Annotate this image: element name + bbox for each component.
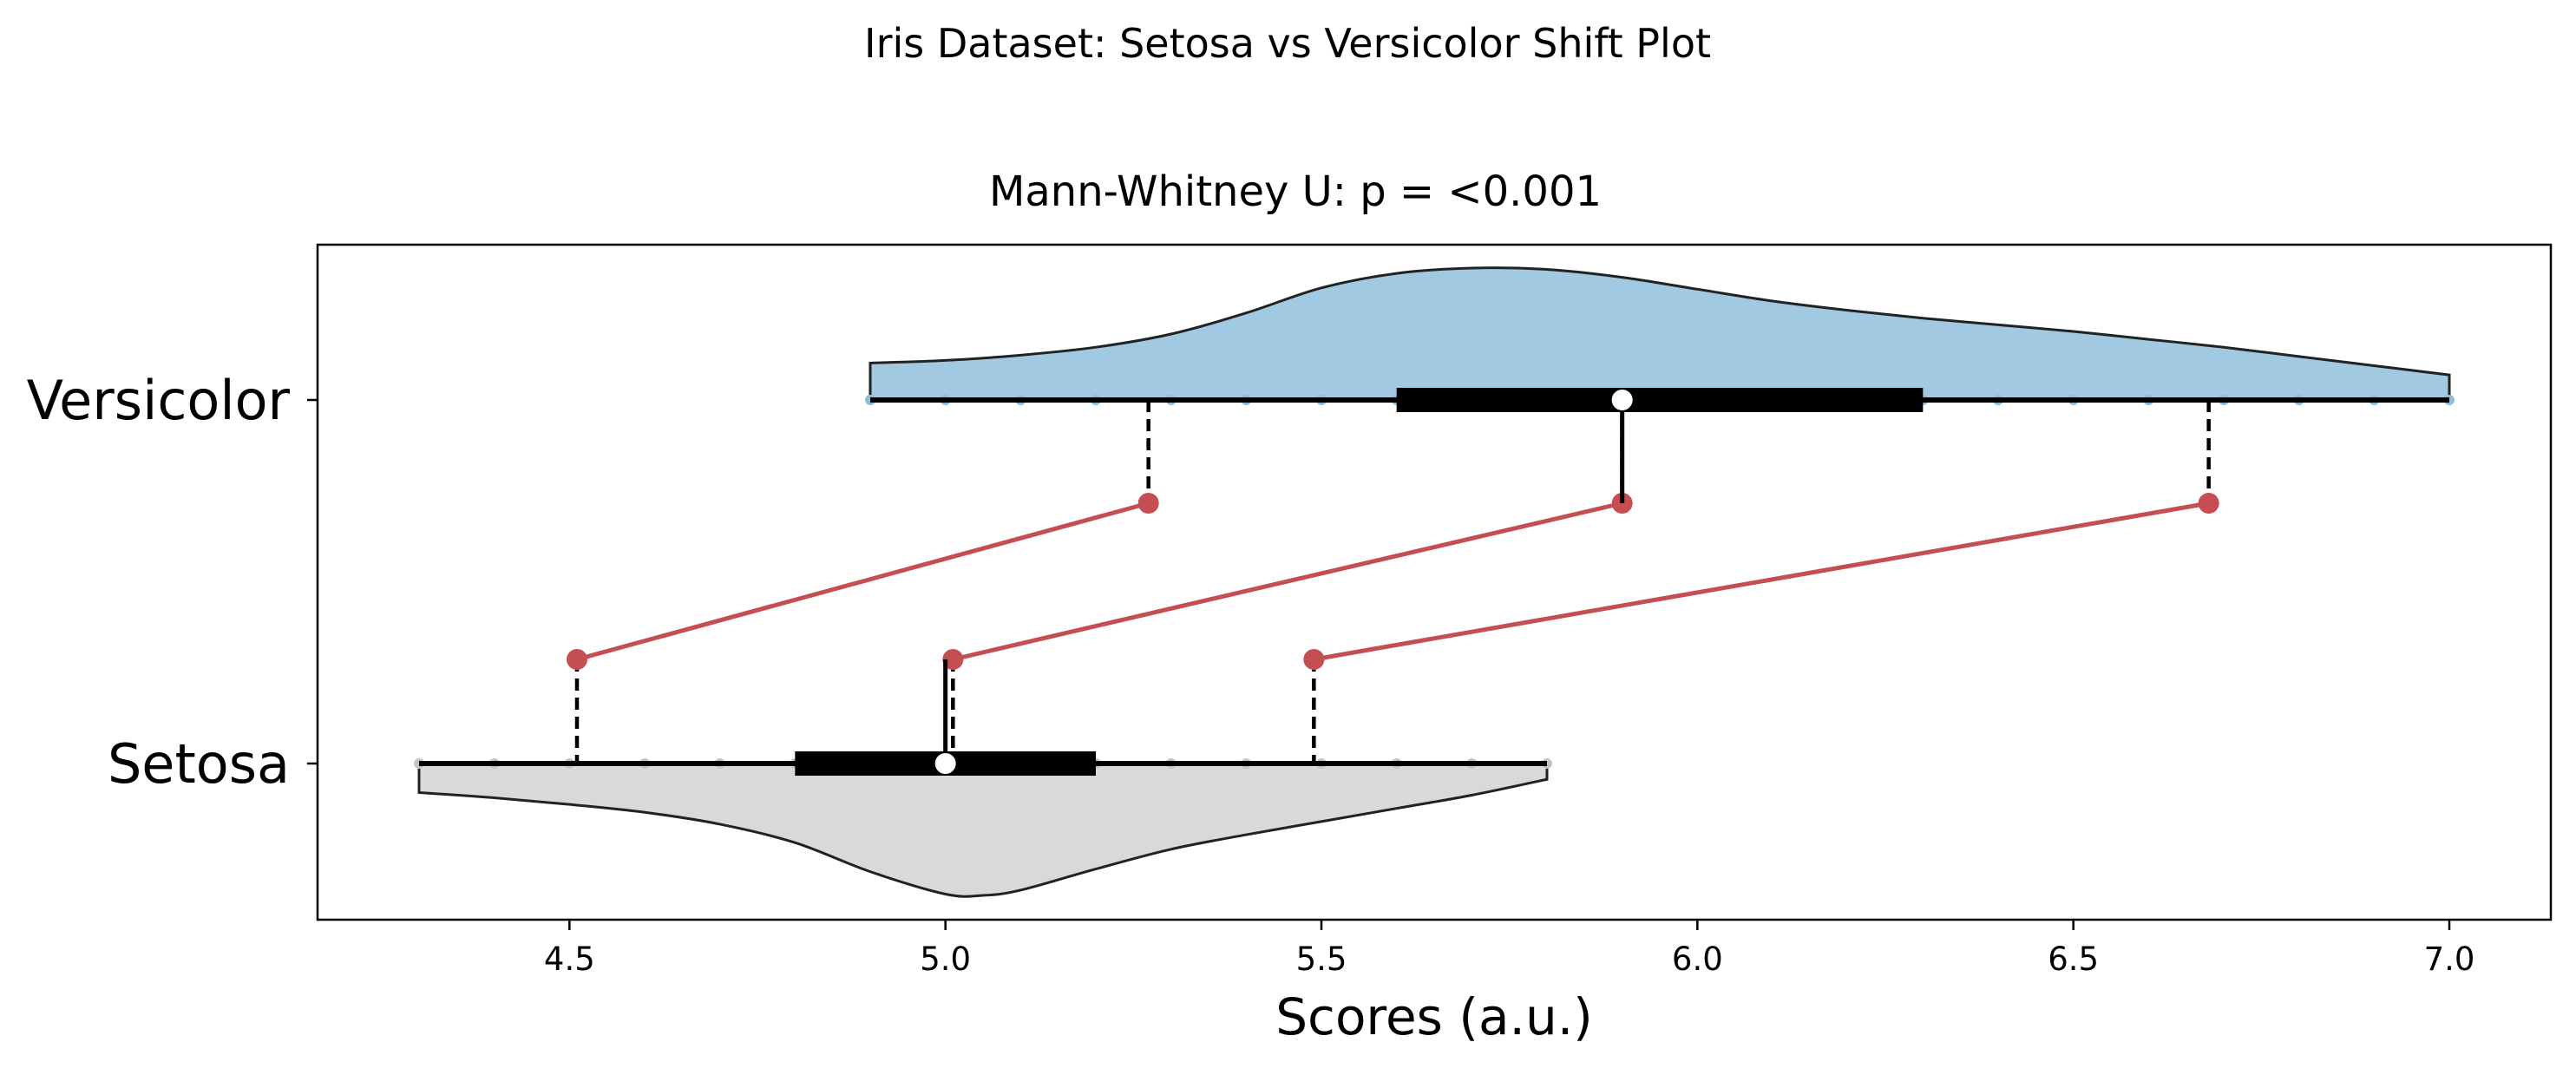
x-tick-label: 5.0	[920, 941, 971, 978]
median-marker-versicolor	[1609, 388, 1635, 412]
x-tick-label: 5.5	[1296, 941, 1347, 978]
y-category-label: Setosa	[108, 732, 290, 796]
decile-shift-line	[952, 501, 1623, 662]
y-category-label: Versicolor	[27, 369, 291, 432]
x-tick-label: 6.5	[2048, 941, 2099, 978]
decile-marker-setosa	[1303, 649, 1325, 670]
decile-shift-line	[576, 501, 1150, 662]
decile-marker-setosa	[942, 649, 964, 670]
x-axis-label: Scores (a.u.)	[1275, 987, 1593, 1046]
decile-marker-versicolor	[1137, 493, 1159, 514]
plot-area	[414, 266, 2455, 898]
decile-marker-setosa	[567, 649, 587, 670]
y-axis: Versicolor Setosa	[27, 369, 318, 796]
violin-versicolor	[868, 266, 2451, 402]
x-axis: 4.5 5.0 5.5 6.0 6.5 7.0	[544, 920, 2475, 978]
box-iqr-versicolor	[1396, 388, 1924, 412]
decile-marker-versicolor	[2198, 493, 2219, 514]
median-marker-setosa	[933, 751, 958, 776]
violin-setosa	[417, 762, 1549, 898]
decile-shift-line	[1313, 501, 2210, 662]
x-tick-label: 7.0	[2424, 941, 2475, 978]
figure-suptitle: Iris Dataset: Setosa vs Versicolor Shift…	[864, 20, 1711, 67]
x-tick-label: 4.5	[544, 941, 595, 978]
x-tick-label: 6.0	[1672, 941, 1723, 978]
axes-frame	[316, 243, 2553, 921]
chart-title: Mann-Whitney U: p = <0.001	[989, 167, 1602, 216]
